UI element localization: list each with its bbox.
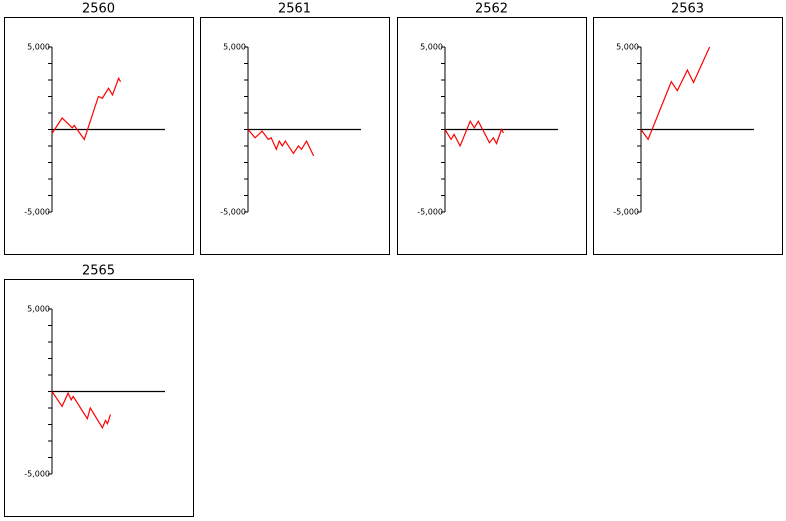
- y-tick-label: 5,000: [27, 43, 50, 52]
- panel-title: 2563: [671, 2, 704, 17]
- y-tick-label: 5,000: [27, 305, 50, 314]
- data-line: [51, 76, 122, 141]
- y-tick-label: 5,000: [420, 43, 443, 52]
- data-line: [640, 46, 711, 141]
- panel-frame: [200, 17, 390, 255]
- y-tick-label: 5,000: [223, 43, 246, 52]
- panel-frame: [4, 279, 194, 517]
- panel-frame: [593, 17, 783, 255]
- panel-frame: [4, 17, 194, 255]
- panel-frame: [397, 17, 587, 255]
- panel-title: 2562: [475, 2, 508, 17]
- y-tick-label: 5,000: [616, 43, 639, 52]
- panel-title: 2561: [278, 2, 311, 17]
- data-line: [51, 391, 112, 430]
- y-tick-label: -5,000: [220, 208, 246, 217]
- panel-title: 2565: [82, 264, 115, 279]
- y-tick-label: -5,000: [24, 470, 50, 479]
- y-tick-label: -5,000: [24, 208, 50, 217]
- panel-title: 2560: [82, 2, 115, 17]
- y-tick-label: -5,000: [417, 208, 443, 217]
- data-line: [444, 119, 505, 148]
- data-line: [247, 129, 315, 157]
- y-tick-label: -5,000: [613, 208, 639, 217]
